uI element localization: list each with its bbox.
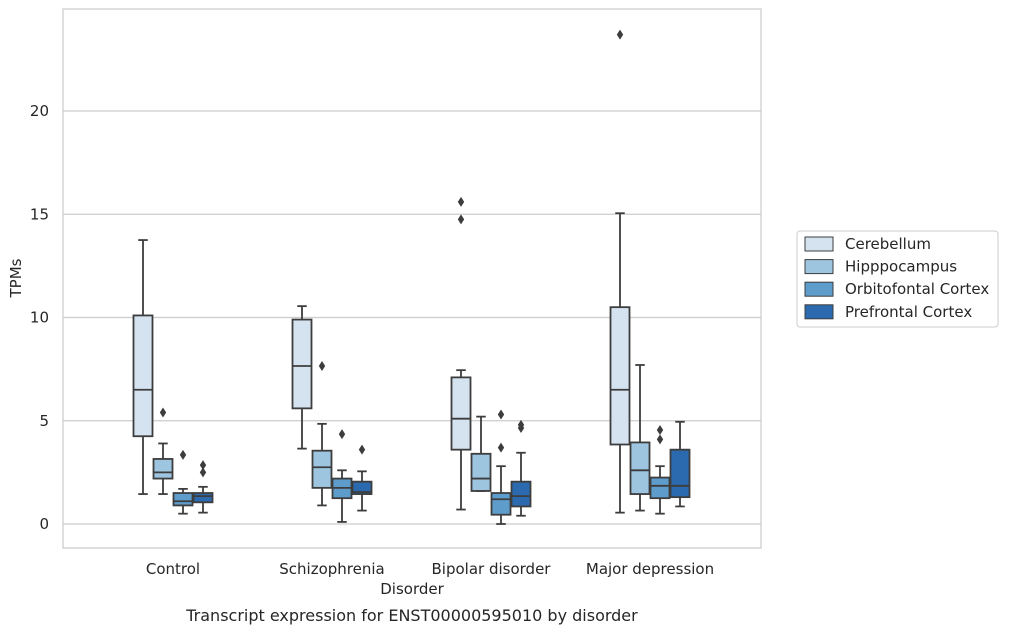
legend: Cerebellum Hipppocampus Orbitofontal Corte… (796, 230, 999, 328)
y-tick-labels: 0 5 10 15 20 (30, 102, 49, 533)
box-body (490, 492, 512, 516)
outlier-point (199, 460, 207, 471)
legend-swatch (804, 304, 834, 320)
y-axis-label: TPMs (7, 258, 25, 298)
legend-label: Hipppocampus (845, 258, 957, 276)
box-body (450, 376, 472, 451)
box-body (609, 306, 631, 446)
outlier-point (358, 444, 366, 455)
box-body (132, 314, 154, 438)
box-2-0 (172, 449, 194, 515)
outlier-point (179, 449, 187, 460)
outlier-point (318, 361, 326, 372)
box-body (669, 448, 691, 499)
chart-caption: Transcript expression for ENST0000059501… (185, 606, 638, 625)
box-body (649, 476, 671, 500)
outlier-point (656, 425, 664, 436)
outlier-point (457, 196, 465, 207)
box-3-3 (669, 420, 691, 508)
box-body (470, 452, 492, 492)
outlier-point (616, 29, 624, 40)
box-body (510, 480, 532, 508)
x-tick-label: Bipolar disorder (432, 560, 552, 578)
x-tick-label: Control (146, 560, 200, 578)
box-body (311, 449, 333, 489)
box-body (629, 441, 651, 495)
outlier-point (656, 434, 664, 445)
legend-label: Cerebellum (845, 235, 931, 253)
box-body (172, 492, 194, 507)
box-3-0 (192, 460, 214, 514)
boxes (132, 29, 691, 525)
box-3-1 (351, 444, 373, 512)
outlier-point (457, 214, 465, 225)
x-tick-labels: Control Schizophrenia Bipolar disorder Majo… (146, 560, 714, 578)
x-tick-label: Major depression (586, 560, 714, 578)
box-body (291, 318, 313, 410)
outlier-point (199, 467, 207, 478)
box-0-3 (609, 29, 631, 514)
plot-area-frame (62, 8, 762, 549)
legend-swatch (804, 259, 834, 275)
y-tick-label: 20 (30, 102, 49, 120)
legend-label: Prefrontal Cortex (845, 303, 972, 321)
box-2-3 (649, 425, 671, 515)
box-1-1 (311, 361, 333, 507)
legend-swatch (804, 236, 834, 252)
box-0-0 (132, 239, 154, 495)
y-tick-label: 10 (30, 309, 49, 327)
legend-frame (796, 230, 999, 328)
box-3-2 (510, 419, 532, 517)
box-2-1 (331, 429, 353, 523)
box-1-2 (470, 415, 492, 492)
y-tick-label: 15 (30, 205, 49, 223)
box-2-2 (490, 409, 512, 525)
box-0-1 (291, 305, 313, 450)
box-0-2 (450, 196, 472, 511)
legend-swatch (804, 281, 834, 297)
y-tick-label: 5 (39, 412, 49, 430)
gridlines (63, 110, 761, 525)
box-body (192, 492, 214, 504)
outlier-point (159, 407, 167, 418)
x-axis-label: Disorder (380, 580, 444, 598)
legend-label: Orbitofontal Cortex (845, 280, 989, 298)
outlier-point (517, 419, 525, 430)
x-tick-label: Schizophrenia (279, 560, 384, 578)
outlier-point (497, 409, 505, 420)
box-1-0 (152, 407, 174, 495)
y-tick-label: 0 (39, 515, 49, 533)
box-body (152, 458, 174, 480)
legend-entries: Cerebellum Hipppocampus Orbitofontal Corte… (804, 235, 989, 321)
box-1-3 (629, 364, 651, 512)
outlier-point (497, 442, 505, 453)
outlier-point (338, 429, 346, 440)
box-body (351, 480, 373, 495)
